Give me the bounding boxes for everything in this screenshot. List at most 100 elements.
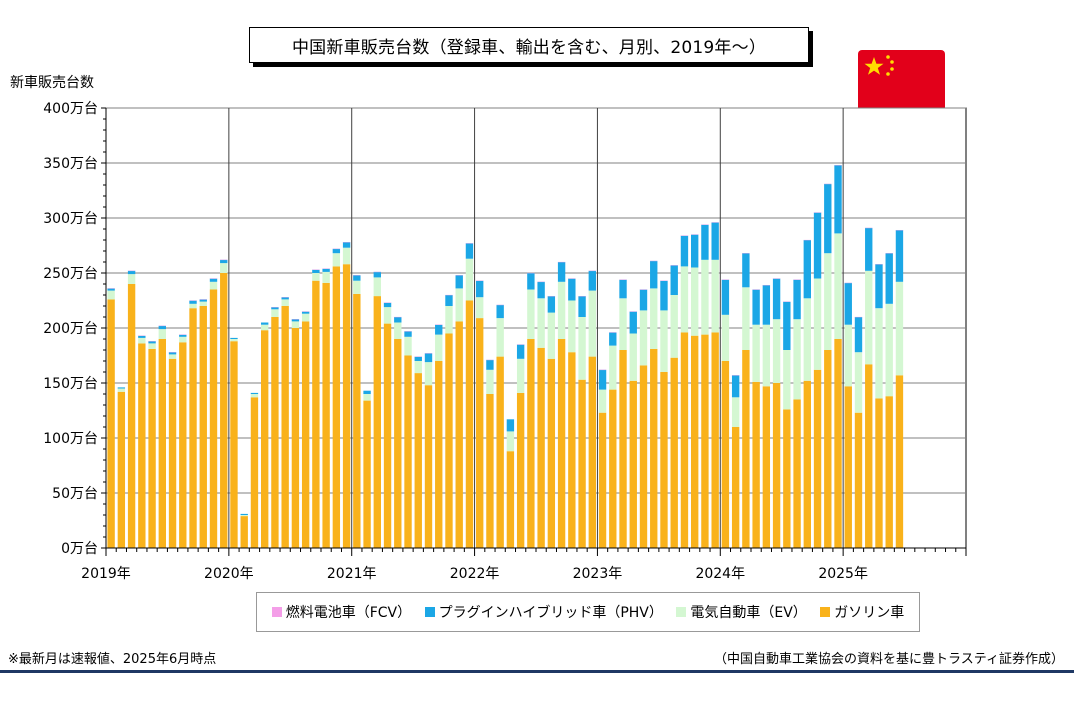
bar-ev bbox=[895, 281, 904, 376]
bar-gas bbox=[803, 380, 811, 548]
y-tick-label: 0万台 bbox=[61, 541, 98, 557]
bar-phv bbox=[680, 235, 689, 267]
bar-ev bbox=[568, 300, 576, 353]
bar-gas bbox=[291, 328, 300, 548]
bar-phv bbox=[138, 335, 146, 338]
bar-phv bbox=[179, 334, 187, 337]
bar-gas bbox=[424, 385, 433, 548]
bar-gas bbox=[189, 308, 197, 548]
bar-phv bbox=[537, 281, 545, 299]
bar-ev bbox=[240, 515, 248, 517]
bar-phv bbox=[885, 253, 893, 304]
bar-ev bbox=[711, 259, 719, 333]
bar-gas bbox=[138, 343, 146, 548]
bar-gas bbox=[701, 334, 709, 548]
bar-phv bbox=[762, 285, 771, 325]
bar-ev bbox=[404, 336, 412, 356]
bar-phv bbox=[465, 243, 474, 259]
bar-gas bbox=[598, 412, 607, 548]
bar-phv bbox=[609, 332, 617, 346]
bar-ev bbox=[670, 295, 678, 358]
bar-gas bbox=[383, 323, 392, 548]
bar-ev bbox=[117, 388, 126, 392]
bar-phv bbox=[506, 419, 515, 432]
bar-gas bbox=[107, 299, 115, 548]
bar-ev bbox=[435, 334, 443, 361]
y-tick-label: 100万台 bbox=[43, 431, 98, 447]
bar-phv bbox=[865, 227, 873, 271]
flag-small-star bbox=[890, 67, 894, 71]
bar-ev bbox=[332, 253, 341, 267]
bar-gas bbox=[363, 400, 371, 548]
legend-swatch-gas bbox=[820, 607, 831, 617]
bar-ev bbox=[496, 318, 504, 357]
chart-title: 中国新車販売台数（登録車、輸出を含む、月別、2019年～） bbox=[249, 27, 809, 63]
bar-ev bbox=[158, 329, 166, 339]
y-tick-label: 300万台 bbox=[43, 211, 98, 227]
bar-ev bbox=[189, 303, 197, 309]
bar-gas bbox=[199, 306, 207, 548]
bar-ev bbox=[455, 288, 463, 322]
bar-phv bbox=[629, 311, 637, 334]
bar-gas bbox=[435, 361, 443, 548]
bar-gas bbox=[650, 348, 658, 548]
bar-ev bbox=[107, 290, 115, 300]
legend-item-phv: プラグインハイブリッド車（PHV） bbox=[424, 602, 663, 622]
bar-gas bbox=[230, 341, 238, 548]
bottom-divider bbox=[0, 670, 1074, 673]
bar-ev bbox=[588, 290, 596, 357]
bar-ev bbox=[660, 310, 668, 372]
y-tick-label: 250万台 bbox=[43, 266, 98, 282]
bar-gas bbox=[568, 352, 576, 548]
legend-label-gas: ガソリン車 bbox=[834, 605, 905, 621]
bar-ev bbox=[230, 339, 238, 342]
bar-phv bbox=[127, 270, 136, 275]
bar-ev bbox=[281, 299, 289, 306]
bar-gas bbox=[629, 380, 637, 548]
bar-phv bbox=[895, 230, 904, 282]
bar-ev bbox=[516, 358, 525, 393]
bar-ev bbox=[885, 303, 893, 397]
bar-phv bbox=[824, 183, 832, 254]
bar-phv bbox=[557, 262, 566, 282]
bar-gas bbox=[731, 427, 740, 548]
bar-ev bbox=[629, 333, 637, 381]
bar-gas bbox=[158, 339, 166, 548]
legend-swatch-ev bbox=[676, 607, 687, 617]
bar-phv bbox=[404, 331, 412, 337]
bar-phv bbox=[394, 317, 402, 323]
bar-phv bbox=[711, 222, 719, 260]
bar-phv bbox=[639, 289, 648, 311]
bar-ev bbox=[301, 313, 310, 322]
china-flag-stars bbox=[864, 55, 894, 76]
bar-gas bbox=[394, 339, 402, 548]
bar-ev bbox=[844, 324, 852, 387]
chart-legend: 燃料電池車（FCV） プラグインハイブリッド車（PHV） 電気自動車（EV） ガ… bbox=[256, 592, 920, 632]
bar-ev bbox=[803, 298, 811, 381]
legend-label-ev: 電気自動車（EV） bbox=[690, 605, 807, 621]
bar-ev bbox=[465, 258, 474, 301]
legend-item-fcv: 燃料電池車（FCV） bbox=[271, 602, 411, 622]
bar-gas bbox=[281, 306, 289, 548]
y-tick-label: 50万台 bbox=[52, 486, 98, 502]
bar-phv bbox=[373, 271, 381, 278]
bar-gas bbox=[220, 273, 228, 548]
bar-gas bbox=[527, 339, 535, 548]
bar-gas bbox=[783, 409, 791, 548]
bar-phv bbox=[291, 319, 300, 322]
bar-gas bbox=[373, 296, 381, 548]
bar-ev bbox=[363, 394, 371, 401]
bar-phv bbox=[199, 299, 207, 302]
bar-phv bbox=[670, 265, 678, 295]
bar-phv bbox=[516, 344, 525, 359]
bar-phv bbox=[230, 337, 238, 339]
bar-phv bbox=[598, 369, 607, 390]
bar-gas bbox=[721, 361, 730, 548]
bar-gas bbox=[404, 355, 412, 548]
bar-ev bbox=[271, 309, 279, 317]
bar-phv bbox=[414, 356, 422, 361]
bar-phv bbox=[301, 311, 310, 314]
bar-gas bbox=[537, 347, 545, 548]
flag-small-star bbox=[890, 60, 894, 64]
x-tick-label: 2020年 bbox=[204, 566, 254, 582]
